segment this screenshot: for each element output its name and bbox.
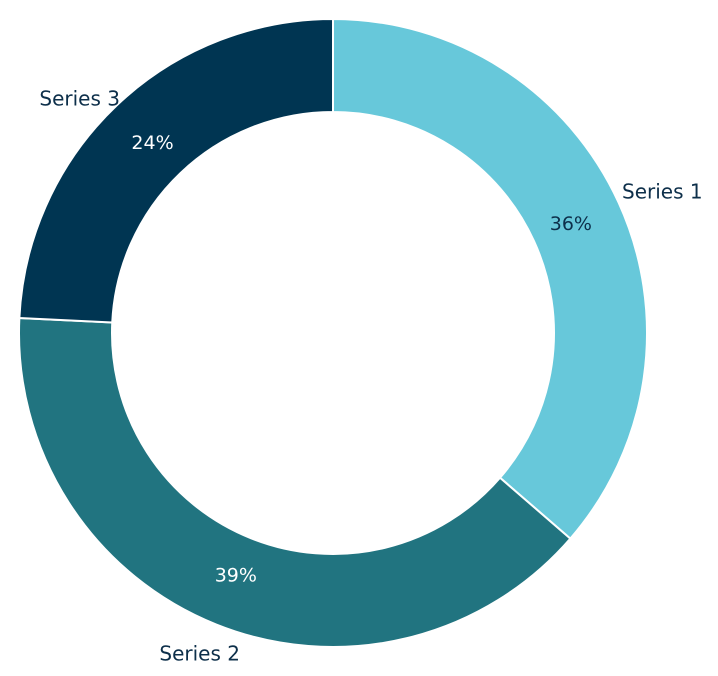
slice-1 bbox=[332, 17, 648, 541]
slice-3 bbox=[18, 17, 334, 324]
percent-label-1: 36% bbox=[550, 213, 592, 235]
slice-group bbox=[18, 17, 648, 648]
series-label-2: Series 2 bbox=[159, 642, 240, 666]
series-label-1: Series 1 bbox=[622, 180, 703, 204]
percent-label-2: 39% bbox=[215, 564, 257, 586]
series-label-group: Series 1 Series 2 Series 3 bbox=[39, 87, 702, 666]
percent-label-group: 36% 39% 24% bbox=[131, 132, 592, 586]
series-label-3: Series 3 bbox=[39, 87, 120, 111]
percent-label-3: 24% bbox=[131, 132, 173, 154]
slice-2 bbox=[18, 317, 572, 648]
